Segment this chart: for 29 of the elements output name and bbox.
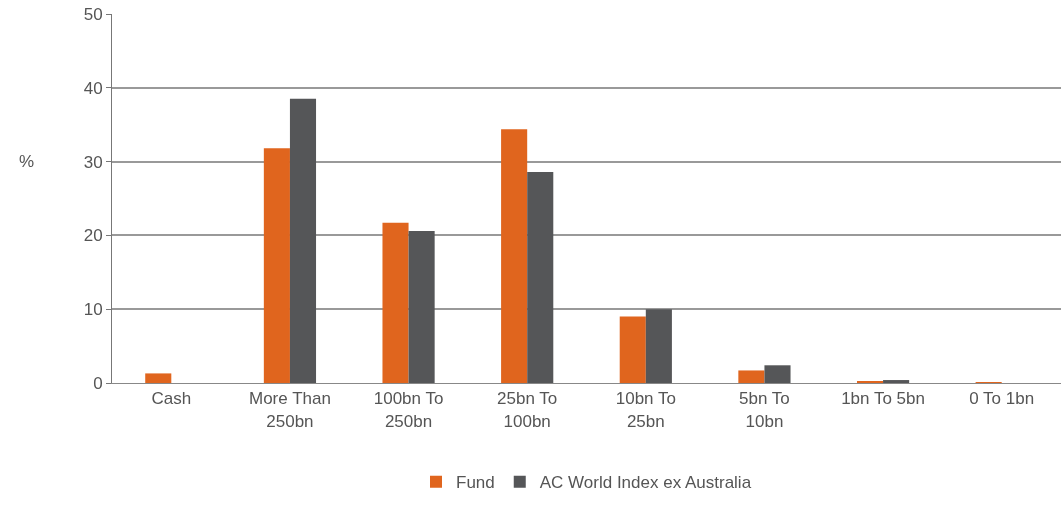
bar: [738, 370, 765, 383]
x-tick-label: 5bn To 10bn: [739, 389, 790, 431]
x-tick-label: 0 To 1bn: [969, 389, 1035, 409]
y-tick-label: 40: [83, 78, 103, 98]
y-axis-title: %: [19, 152, 35, 171]
legend-label: Fund: [456, 473, 495, 493]
bar: [645, 309, 672, 383]
x-tick-label: 100bn To 250bn: [373, 389, 444, 431]
bar: [289, 98, 317, 383]
bar: [883, 380, 910, 383]
bar: [382, 222, 409, 383]
bar: [263, 148, 290, 383]
x-tick-label: Cash: [151, 389, 192, 409]
bar: [408, 230, 435, 383]
x-tick-label: 1bn To 5bn: [841, 389, 925, 409]
y-tick-label: 0: [93, 373, 103, 393]
legend-label: AC World Index ex Australia: [539, 473, 752, 493]
y-tick-label: 30: [83, 152, 103, 172]
x-tick-label: 10bn To 25bn: [615, 389, 676, 431]
bar: [145, 373, 172, 383]
bar: [619, 316, 646, 383]
x-tick-label: More Than 250bn: [248, 389, 331, 431]
bar: [501, 129, 528, 383]
x-tick-label: 25bn To 100bn: [497, 389, 558, 431]
y-tick-label: 50: [83, 4, 103, 24]
bar: [527, 171, 554, 383]
y-tick-label: 20: [83, 226, 103, 246]
bar: [764, 365, 791, 383]
y-tick-label: 10: [83, 300, 103, 320]
